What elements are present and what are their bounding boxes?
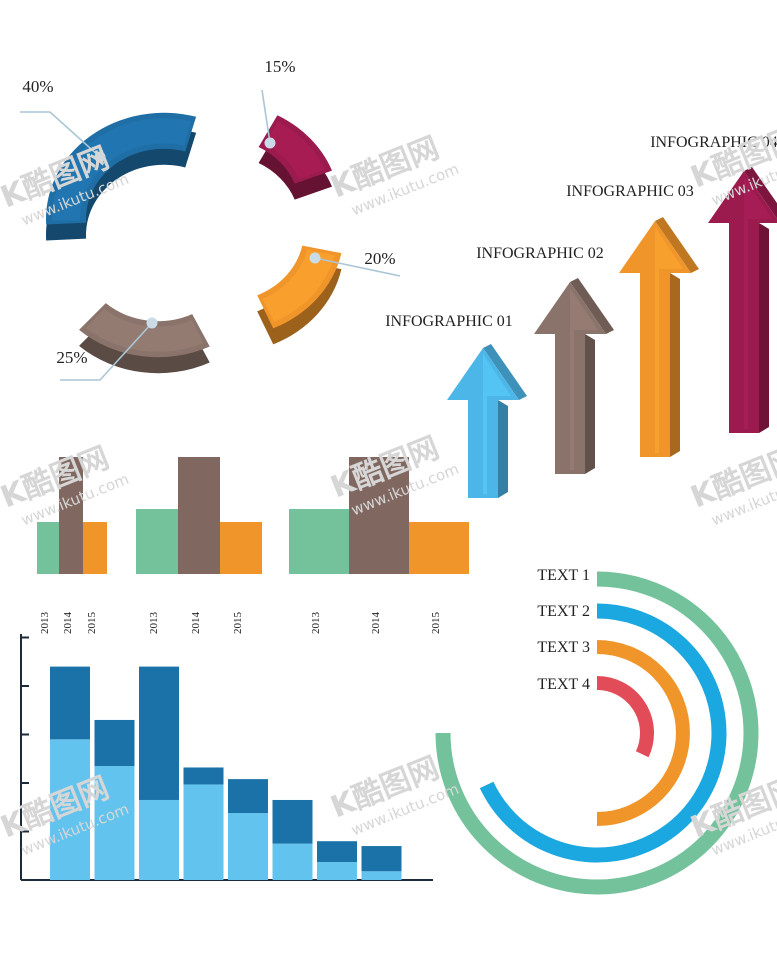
donut-leader-line xyxy=(261,89,271,144)
donut-leader-dot xyxy=(309,252,321,264)
arrow-highlight xyxy=(483,354,511,494)
radial-bar xyxy=(479,603,727,863)
stacked-bar-segment xyxy=(183,767,224,785)
arrow-side xyxy=(670,273,680,457)
arrow-body xyxy=(708,171,777,433)
grouped-bar xyxy=(289,509,349,574)
stacked-bar-chart xyxy=(20,634,433,881)
stacked-bar-segment xyxy=(361,871,402,880)
grouped-bar xyxy=(349,457,409,574)
stacked-bar-segment xyxy=(228,813,268,880)
donut-slice-highlight xyxy=(52,118,191,221)
stacked-bar-segment xyxy=(50,739,90,880)
donut-slice-label: 20% xyxy=(364,249,395,268)
arrow-head-side xyxy=(655,217,699,273)
grouped-bar-year-label: 2013 xyxy=(148,612,160,635)
grouped-bar xyxy=(37,522,59,574)
grouped-bar-year-label: 2015 xyxy=(86,612,98,635)
grouped-bar xyxy=(59,457,83,574)
donut-slice xyxy=(257,245,342,345)
arrow xyxy=(447,344,527,498)
grouped-bar xyxy=(178,457,220,574)
arrow-side xyxy=(585,334,595,474)
donut-slice-label: 40% xyxy=(22,77,53,96)
donut-chart: 40% 15% 20% 25% xyxy=(20,57,401,381)
donut-slice xyxy=(258,115,333,200)
stacked-bar-segment xyxy=(94,719,135,767)
stacked-bar-segment xyxy=(317,862,357,880)
grouped-bar xyxy=(409,522,469,574)
stacked-bar-segment xyxy=(317,841,357,863)
donut-leader-line xyxy=(60,322,153,381)
grouped-bar xyxy=(136,509,178,574)
donut-leader-dot xyxy=(264,137,276,149)
donut-leader-line xyxy=(20,111,101,158)
arrow-label: INFOGRAPHIC 01 xyxy=(385,313,513,330)
grouped-bar xyxy=(83,522,107,574)
donut-slice-label: 15% xyxy=(264,57,295,76)
radial-bar-label: TEXT 4 xyxy=(537,676,590,693)
donut-slice-label: 25% xyxy=(56,348,87,367)
arrow-chart: INFOGRAPHIC 01 INFOGRAPHIC 02 INFOGRAPHIC … xyxy=(385,134,777,498)
stacked-bar-segment xyxy=(139,799,179,880)
grouped-bar-year-label: 2014 xyxy=(190,612,202,635)
arrow-label: INFOGRAPHIC 04 xyxy=(650,134,777,151)
donut-leader-line xyxy=(314,257,401,277)
radial-bar-label: TEXT 2 xyxy=(537,603,590,620)
donut-slice xyxy=(46,112,197,241)
grouped-bar-chart: 2013 2014 2015 2013 2014 2015 2013 2014 2015 xyxy=(37,457,469,634)
grouped-bar-year-label: 2014 xyxy=(370,612,382,635)
donut-leader-dot xyxy=(146,317,158,329)
radial-bar-label: TEXT 1 xyxy=(537,567,590,584)
arrow-label: INFOGRAPHIC 02 xyxy=(476,245,604,262)
radial-bar-chart: TEXT 1 TEXT 2 TEXT 3 TEXT 4 xyxy=(435,567,759,895)
stacked-bar-segment xyxy=(272,843,313,880)
arrow-head-side xyxy=(570,278,614,334)
stacked-bar-segment xyxy=(94,766,135,880)
arrow xyxy=(534,278,614,474)
donut-slice-highlight xyxy=(264,121,325,180)
radial-bar xyxy=(596,640,690,826)
radial-bar xyxy=(596,676,654,758)
stacked-bar-segment xyxy=(183,784,224,880)
arrow-side xyxy=(759,223,769,433)
grouped-bar-year-label: 2015 xyxy=(430,612,442,635)
arrow xyxy=(708,167,777,433)
stacked-bar-segment xyxy=(272,799,313,844)
arrow-side xyxy=(498,400,508,498)
radial-bar-label: TEXT 3 xyxy=(537,639,590,656)
stacked-bar-segment xyxy=(50,666,90,740)
stacked-bar-segment xyxy=(139,666,179,800)
grouped-bar-year-label: 2013 xyxy=(39,612,51,635)
donut-slice-highlight xyxy=(262,249,335,322)
stacked-bar-segment xyxy=(361,846,402,872)
donut-slice xyxy=(79,303,210,374)
donut-leader-dot xyxy=(94,151,106,163)
grouped-bar-year-label: 2014 xyxy=(62,612,74,635)
arrow-highlight xyxy=(655,227,683,453)
arrow-head-side xyxy=(744,167,777,219)
grouped-bar-year-label: 2015 xyxy=(232,612,244,635)
arrow-head-side xyxy=(483,344,527,400)
radial-bar xyxy=(435,571,759,895)
grouped-bar xyxy=(220,522,262,574)
arrow-highlight xyxy=(570,288,598,470)
arrow-highlight xyxy=(744,177,772,429)
arrow xyxy=(619,217,699,457)
arrow-label: INFOGRAPHIC 03 xyxy=(566,183,694,200)
stacked-bar-segment xyxy=(228,779,268,814)
grouped-bar-year-label: 2013 xyxy=(310,612,322,635)
